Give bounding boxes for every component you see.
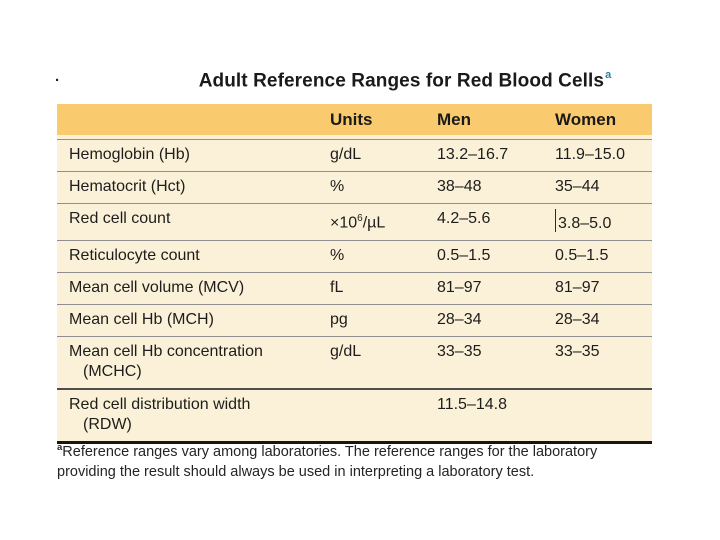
row-men-range: 0.5–1.5: [437, 247, 491, 264]
title-footnote-marker: a: [605, 69, 612, 81]
row-label-line1: Reticulocyte count: [69, 247, 200, 264]
row-units: pg: [330, 311, 348, 328]
row-label-line1: Mean cell Hb concentration: [69, 343, 263, 360]
row-label-line1: Hemoglobin (Hb): [69, 146, 190, 163]
row-label-line2: (MCHC): [83, 363, 142, 380]
row-men-range: 81–97: [437, 279, 482, 296]
row-label: Red cell count: [57, 209, 330, 229]
row-units: %: [330, 178, 345, 195]
row-units: g/dL: [330, 146, 362, 163]
footnote-marker: a: [57, 442, 63, 453]
row-units: g/dL: [330, 343, 362, 360]
row-men-range: 13.2–16.7: [437, 146, 509, 163]
table-row: Hemoglobin (Hb) g/dL 13.2–16.7 11.9–15.0: [57, 139, 652, 171]
row-label: Mean cell Hb concentration (MCHC): [57, 342, 330, 382]
table-title-text: Adult Reference Ranges for Red Blood Cel…: [198, 70, 605, 92]
table-row: Mean cell volume (MCV) fL 81–97 81–97: [57, 272, 652, 304]
row-label: Mean cell volume (MCV): [57, 278, 330, 298]
table-row: Mean cell Hb (MCH) pg 28–34 28–34: [57, 304, 652, 336]
row-women-range: 11.9–15.0: [555, 146, 625, 163]
row-label-line1: Red cell count: [69, 210, 171, 227]
table-row: Red cell distribution width (RDW) 11.5–14.…: [57, 388, 652, 441]
row-label-line1: Hematocrit (Hct): [69, 178, 186, 195]
row-label: Reticulocyte count: [57, 246, 330, 266]
units-superscript: 6: [357, 213, 363, 224]
table-header-row: Units Men Women: [57, 104, 652, 135]
row-label: Mean cell Hb (MCH): [57, 310, 330, 330]
row-women-range: 35–44: [555, 178, 600, 195]
header-cell-units: Units: [330, 109, 373, 129]
reference-table: Units Men Women Hemoglobin (Hb) g/dL 13.2–…: [57, 104, 652, 444]
row-units: ×106/µL: [330, 213, 386, 232]
row-units: fL: [330, 279, 344, 296]
row-men-range: 33–35: [437, 343, 482, 360]
row-men-range: 38–48: [437, 178, 482, 195]
row-units: %: [330, 247, 345, 264]
row-women-range: 81–97: [555, 279, 600, 296]
decorative-period: .: [55, 68, 60, 85]
row-label-line1: Mean cell Hb (MCH): [69, 311, 214, 328]
header-cell-women: Women: [555, 109, 617, 129]
table-row: Mean cell Hb concentration (MCHC) g/dL 33–3…: [57, 336, 652, 388]
table-row: Hematocrit (Hct)% 38–48 35–44: [57, 171, 652, 203]
row-men-range: 28–34: [437, 311, 482, 328]
row-men-range: 11.5–14.8: [437, 396, 507, 413]
header-cell-men: Men: [437, 109, 471, 129]
row-label: Red cell distribution width (RDW): [57, 395, 330, 435]
row-label: Hemoglobin (Hb): [57, 145, 330, 165]
text-cursor-artifact: [555, 209, 556, 232]
table-row: Red cell count ×106/µL 4.2–5.6 3.8–5.0: [57, 203, 652, 240]
row-women-range: 3.8–5.0: [555, 209, 652, 234]
footnote-text: Reference ranges vary among laboratories…: [57, 443, 598, 480]
table-title: Adult Reference Ranges for Red Blood Cel…: [57, 69, 652, 92]
row-women-range: 28–34: [555, 311, 600, 328]
table-row: Reticulocyte count% 0.5–1.5 0.5–1.5: [57, 240, 652, 272]
footnote: aReference ranges vary among laboratorie…: [57, 438, 657, 482]
row-label-line1: Red cell distribution width: [69, 396, 251, 413]
row-label-line2: (RDW): [83, 416, 132, 433]
row-label-line1: Mean cell volume (MCV): [69, 279, 245, 296]
row-label: Hematocrit (Hct): [57, 177, 330, 197]
table-body: Hemoglobin (Hb) g/dL 13.2–16.7 11.9–15.0 Hem…: [57, 135, 652, 444]
row-women-range: 33–35: [555, 343, 600, 360]
row-women-range: 0.5–1.5: [555, 247, 609, 264]
row-men-range: 4.2–5.6: [437, 210, 491, 227]
